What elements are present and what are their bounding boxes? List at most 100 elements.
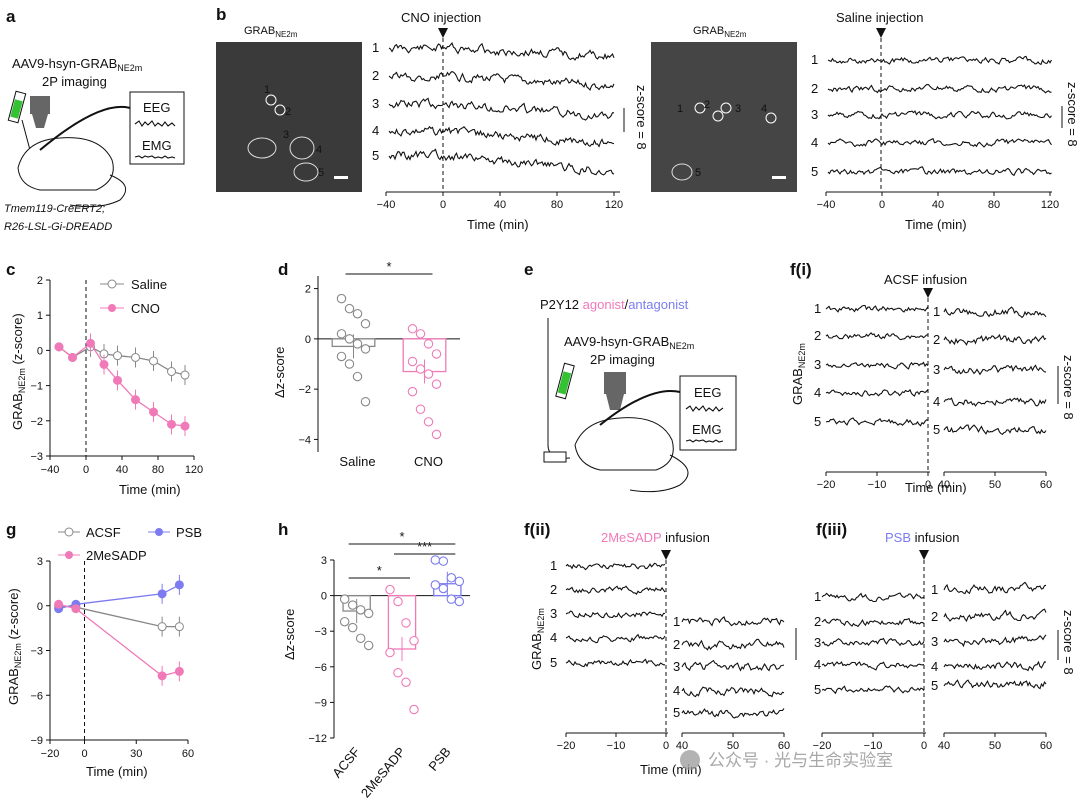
data-point-CNO [86,338,95,348]
data-point-Saline [352,371,363,382]
roi-circle [274,104,286,116]
y-tick-label: −2 [30,416,43,428]
data-point-Saline [131,352,140,362]
trace-line [565,658,665,668]
roi-circle [289,136,315,160]
trace-line [565,633,666,644]
panel-h-label: h [278,520,288,539]
roi-circle [694,102,706,114]
legend-psb: PSB [176,525,202,540]
data-point-CNO [99,359,109,369]
panel-a-imaging: 2P imaging [42,74,107,89]
data-point-Saline [167,367,176,377]
x-tick-label: −20 [41,748,60,760]
trace-label: 5 [814,682,821,697]
panel-a-mouse-line-2: R26-LSL-Gi-DREADD [4,221,112,233]
roi-label: 2 [704,99,710,111]
data-point-ACSF [363,640,374,651]
f1-event: ACSF infusion [884,272,967,287]
micrograph-saline [651,42,797,192]
x-label: 0 [879,199,885,211]
mouse-icon [543,318,689,493]
data-point-Saline [360,344,371,354]
panel-e-emg: EMG [692,422,722,437]
trace-line [821,685,925,695]
data-point-Saline [149,356,158,366]
x-label: 50 [989,740,1001,752]
trace-label: 3 [814,635,821,650]
b-left-scale-label: z-score = 8 [634,85,649,150]
emg-trace [134,155,176,159]
trace-label: 5 [933,422,940,437]
data-point-Saline [336,329,347,339]
f2-ylabel: GRABNE2m [529,608,546,670]
x-label: −20 [813,740,832,752]
data-point-2MeSADP [157,671,167,681]
data-point-CNO [113,375,122,385]
panel-f3-label: f(iii) [816,520,847,539]
trace-line [827,83,1052,94]
roi-labels-cno: 1 2 3 4 5 [264,84,324,179]
trace-line [827,110,1052,120]
trace-line [825,361,929,370]
traces-f3: 1 2 3 4 5 1 2 3 4 5 [814,581,1047,697]
trace-label: 5 [372,148,379,163]
trace-label: 4 [550,630,557,645]
data-point-CNO [415,364,426,374]
trace-line [681,659,785,672]
legend-c: Saline CNO [100,277,167,316]
trace-label: 2 [673,637,680,652]
y-tick-label: 2 [305,284,311,296]
data-point-Saline [360,396,371,407]
watermark-text: 公众号 · 光与生命实验室 [708,751,893,770]
trace-line [442,126,615,148]
y-tick-label: −6 [30,690,43,702]
chart-c: 2 1 0 −1 −2 −3−40 0 40 80 120 [30,275,203,476]
x-tick-label: 40 [116,464,128,476]
trace-line [443,70,615,92]
roi-circle [712,110,724,122]
data-point-PSB [454,576,465,587]
trace-label: 3 [933,362,940,377]
data-point-CNO [167,419,176,429]
y-tick-label: −3 [30,451,43,463]
data-point-2MeSADP [409,704,419,715]
y-tick-label: −12 [308,733,327,745]
trace-line [943,306,1047,319]
roi-circle [720,102,732,114]
c-ylabel: GRABNE2m (z-score) [10,313,27,430]
category-label: Saline [339,454,375,469]
data-point-2MeSADP [409,635,419,646]
trace-line [821,592,925,603]
trace-line [388,97,444,110]
data-point-CNO [54,342,64,352]
trace-line [681,686,785,698]
legend-saline: Saline [131,277,167,292]
data-point-CNO [180,421,190,431]
traces-cno: 1 2 3 4 5 [372,40,615,176]
infusion-arrow-icon [923,288,933,298]
trace-line [388,43,444,54]
roi-labels-saline: 1 2 3 4 5 [677,99,767,179]
data-point-CNO [131,395,140,405]
x-label: 0 [663,740,669,752]
x-tick-label: 60 [182,748,194,760]
infusion-arrow-icon [661,550,671,560]
traces-f2: 1 2 3 4 5 1 2 3 4 5 [550,558,785,720]
x-ticks: −20 −10 0 40 50 60 [813,733,1052,752]
c-xlabel: Time (min) [119,482,181,497]
x-tick-label: 120 [185,464,203,476]
b-right-scale-label: z-score = 8 [1065,82,1080,147]
panel-b-left-image-title: GRABNE2m [244,25,298,39]
d-ylabel: Δz-score [272,347,287,398]
y-tick-label: 0 [37,345,43,357]
trace-line [565,610,666,619]
scale-bar [334,176,348,179]
g-ylabel: GRABNE2m (z-score) [6,588,23,705]
data-point-2MeSADP [393,596,403,607]
trace-line [388,125,444,137]
trace-label: 5 [814,414,821,429]
panel-c-label: c [6,260,15,279]
significance-mark: * [386,259,391,274]
